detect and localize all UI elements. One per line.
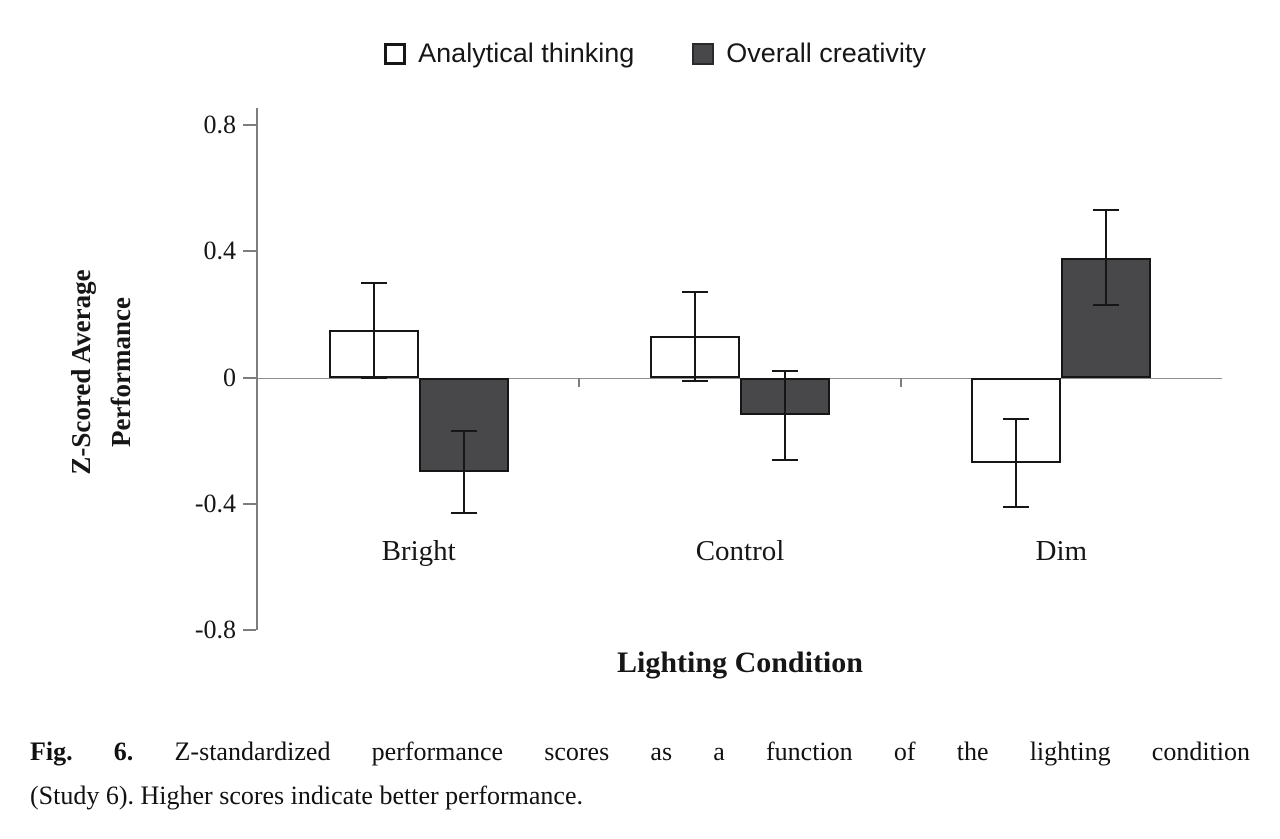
y-axis-line [256, 108, 258, 630]
error-cap-bottom-dim-overall-creativity [1093, 303, 1120, 306]
legend-item-overall-creativity: Overall creativity [692, 38, 926, 69]
error-bar-bright-analytical-thinking [372, 282, 375, 378]
error-bar-control-analytical-thinking [694, 292, 696, 381]
y-tick-label: -0.4 [194, 488, 236, 518]
category-divider-tick [578, 377, 581, 387]
category-label-bright: Bright [381, 535, 456, 567]
error-cap-top-control-overall-creativity [772, 370, 798, 373]
figure-caption: Fig. 6. Z-standardized performance score… [30, 730, 1250, 818]
category-label-control: Control [695, 535, 785, 567]
y-axis-tick [243, 502, 256, 505]
error-cap-top-bright-overall-creativity [450, 430, 477, 433]
error-bar-dim-analytical-thinking [1015, 418, 1018, 507]
legend-label-overall-creativity: Overall creativity [726, 38, 926, 68]
figure-caption-text-1: Z-standardized performance scores as a f… [174, 737, 1251, 766]
y-tick-label: 0.4 [203, 236, 237, 266]
y-axis-tick [243, 629, 256, 631]
figure-caption-label: Fig. 6. [30, 737, 134, 766]
error-cap-bottom-bright-analytical-thinking [360, 376, 387, 379]
error-cap-bottom-bright-overall-creativity [450, 512, 477, 515]
category-divider-tick [899, 377, 902, 387]
figure-caption-line-1: Fig. 6. Z-standardized performance score… [30, 730, 1250, 774]
y-tick-label: -0.8 [194, 615, 236, 644]
y-axis-tick [243, 376, 256, 379]
category-label-dim: Dim [1035, 535, 1088, 567]
x-axis-title: Lighting Condition [617, 646, 863, 679]
error-bar-bright-overall-creativity [462, 431, 465, 514]
legend-label-analytical-thinking: Analytical thinking [418, 38, 635, 68]
legend-swatch-filled-icon [692, 42, 715, 65]
error-cap-top-bright-analytical-thinking [360, 281, 387, 284]
error-cap-top-dim-overall-creativity [1093, 209, 1120, 212]
y-axis-tick [243, 250, 256, 253]
error-cap-bottom-control-overall-creativity [772, 458, 798, 461]
legend-swatch-open-icon [384, 42, 407, 65]
error-bar-dim-overall-creativity [1105, 210, 1108, 305]
y-axis-tick [243, 124, 256, 126]
chart-legend: Analytical thinking Overall creativity [0, 38, 1280, 69]
error-bar-control-overall-creativity [784, 371, 786, 460]
y-tick-label: 0 [223, 362, 236, 392]
y-tick-label: 0.8 [203, 110, 237, 139]
error-cap-bottom-control-analytical-thinking [682, 379, 708, 382]
error-cap-top-dim-analytical-thinking [1003, 417, 1030, 420]
error-cap-bottom-dim-analytical-thinking [1003, 505, 1030, 508]
figure-caption-line-2: (Study 6). Higher scores indicate better… [30, 781, 584, 810]
y-axis-title: Z-Scored Average Performance [66, 269, 136, 475]
legend-item-analytical-thinking: Analytical thinking [384, 38, 634, 69]
error-cap-top-control-analytical-thinking [682, 291, 708, 294]
